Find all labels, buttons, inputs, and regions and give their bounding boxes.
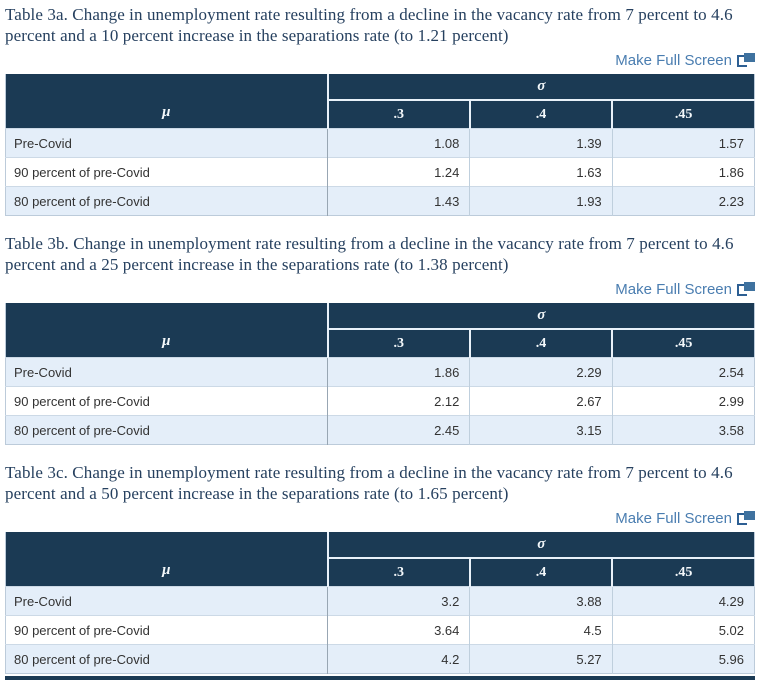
fullscreen-icon-square	[744, 511, 755, 521]
table-3a: μ σ .3 .4 .45 Pre-Covid 1.08 1.39 1.57 9…	[5, 74, 755, 217]
cell-value: 4.2	[327, 644, 471, 674]
cell-value: 1.08	[327, 128, 471, 158]
row-label: Pre-Covid	[5, 128, 329, 158]
row-label: 80 percent of pre-Covid	[5, 644, 329, 674]
fullscreen-icon-square	[744, 53, 755, 63]
make-full-screen-link[interactable]: Make Full Screen	[615, 510, 755, 527]
make-full-screen-label: Make Full Screen	[615, 281, 732, 299]
table-row: 80 percent of pre-Covid 4.2 5.27 5.96	[5, 644, 755, 674]
fullscreen-row: Make Full Screen	[5, 281, 755, 300]
make-full-screen-label: Make Full Screen	[615, 52, 732, 70]
table-row: 90 percent of pre-Covid 3.64 4.5 5.02	[5, 615, 755, 645]
cell-value: 2.45	[327, 415, 471, 445]
make-full-screen-link[interactable]: Make Full Screen	[615, 52, 755, 69]
table-row: Pre-Covid 3.2 3.88 4.29	[5, 586, 755, 616]
fullscreen-icon	[737, 282, 755, 297]
cell-value: 2.23	[612, 186, 755, 216]
cell-value: 5.02	[612, 615, 755, 645]
row-label: 80 percent of pre-Covid	[5, 186, 329, 216]
cell-value: 1.39	[469, 128, 613, 158]
cell-value: 3.15	[469, 415, 613, 445]
cell-value: 2.12	[327, 386, 471, 416]
cell-value: 3.2	[327, 586, 471, 616]
column-header: .3	[326, 329, 470, 358]
table-row: 80 percent of pre-Covid 2.45 3.15 3.58	[5, 415, 755, 445]
table-3b: μ σ .3 .4 .45 Pre-Covid 1.86 2.29 2.54 9…	[5, 303, 755, 446]
fullscreen-row: Make Full Screen	[5, 510, 755, 529]
cell-value: 1.43	[327, 186, 471, 216]
make-full-screen-link[interactable]: Make Full Screen	[615, 281, 755, 298]
table-row: 80 percent of pre-Covid 1.43 1.93 2.23	[5, 186, 755, 216]
table-row: Pre-Covid 1.86 2.29 2.54	[5, 357, 755, 387]
table-row: 90 percent of pre-Covid 1.24 1.63 1.86	[5, 157, 755, 187]
cell-value: 1.24	[327, 157, 471, 187]
cell-value: 2.54	[612, 357, 755, 387]
sigma-header-cell: σ	[326, 532, 755, 560]
table-3a-title: Table 3a. Change in unemployment rate re…	[5, 5, 733, 46]
column-header: .4	[468, 100, 613, 129]
table-3b-title: Table 3b. Change in unemployment rate re…	[5, 234, 734, 275]
cell-value: 4.5	[469, 615, 613, 645]
column-header: .45	[611, 100, 755, 129]
row-label: 90 percent of pre-Covid	[5, 386, 329, 416]
cell-value: 3.64	[327, 615, 471, 645]
mu-header-cell: μ	[5, 303, 328, 358]
fullscreen-icon-corner	[737, 513, 747, 526]
table-row: Pre-Covid 1.08 1.39 1.57	[5, 128, 755, 158]
table-row: 90 percent of pre-Covid 2.12 2.67 2.99	[5, 386, 755, 416]
table-3b-header: μ σ .3 .4 .45	[5, 303, 755, 358]
sigma-header-cell: σ	[326, 303, 755, 331]
cell-value: 1.57	[612, 128, 755, 158]
row-label: 80 percent of pre-Covid	[5, 415, 329, 445]
table-section-3c: Table 3c. Change in unemployment rate re…	[5, 462, 755, 680]
make-full-screen-label: Make Full Screen	[615, 510, 732, 528]
column-header: .4	[468, 329, 613, 358]
fullscreen-icon	[737, 511, 755, 526]
cell-value: 1.63	[469, 157, 613, 187]
fullscreen-icon-corner	[737, 284, 747, 297]
row-label: 90 percent of pre-Covid	[5, 157, 329, 187]
next-table-header-edge	[5, 676, 755, 680]
table-3c: μ σ .3 .4 .45 Pre-Covid 3.2 3.88 4.29 90…	[5, 532, 755, 675]
mu-header-cell: μ	[5, 74, 328, 129]
table-3a-header: μ σ .3 .4 .45	[5, 74, 755, 129]
sigma-header-cell: σ	[326, 74, 755, 102]
table-3c-header: μ σ .3 .4 .45	[5, 532, 755, 587]
cell-value: 5.27	[469, 644, 613, 674]
cell-value: 2.67	[469, 386, 613, 416]
column-header: .4	[468, 558, 613, 587]
table-3c-title: Table 3c. Change in unemployment rate re…	[5, 463, 733, 504]
table-section-3b: Table 3b. Change in unemployment rate re…	[5, 233, 755, 446]
cell-value: 3.88	[469, 586, 613, 616]
column-header: .3	[326, 558, 470, 587]
cell-value: 1.86	[327, 357, 471, 387]
cell-value: 5.96	[612, 644, 755, 674]
table-section-3a: Table 3a. Change in unemployment rate re…	[5, 4, 755, 217]
cell-value: 2.29	[469, 357, 613, 387]
fullscreen-icon	[737, 53, 755, 68]
cell-value: 2.99	[612, 386, 755, 416]
mu-header-cell: μ	[5, 532, 328, 587]
row-label: 90 percent of pre-Covid	[5, 615, 329, 645]
fullscreen-icon-corner	[737, 55, 747, 68]
column-header: .3	[326, 100, 470, 129]
column-header: .45	[611, 558, 755, 587]
row-label: Pre-Covid	[5, 357, 329, 387]
cell-value: 1.86	[612, 157, 755, 187]
cell-value: 1.93	[469, 186, 613, 216]
row-label: Pre-Covid	[5, 586, 329, 616]
cell-value: 4.29	[612, 586, 755, 616]
fullscreen-row: Make Full Screen	[5, 52, 755, 71]
fullscreen-icon-square	[744, 282, 755, 292]
column-header: .45	[611, 329, 755, 358]
cell-value: 3.58	[612, 415, 755, 445]
